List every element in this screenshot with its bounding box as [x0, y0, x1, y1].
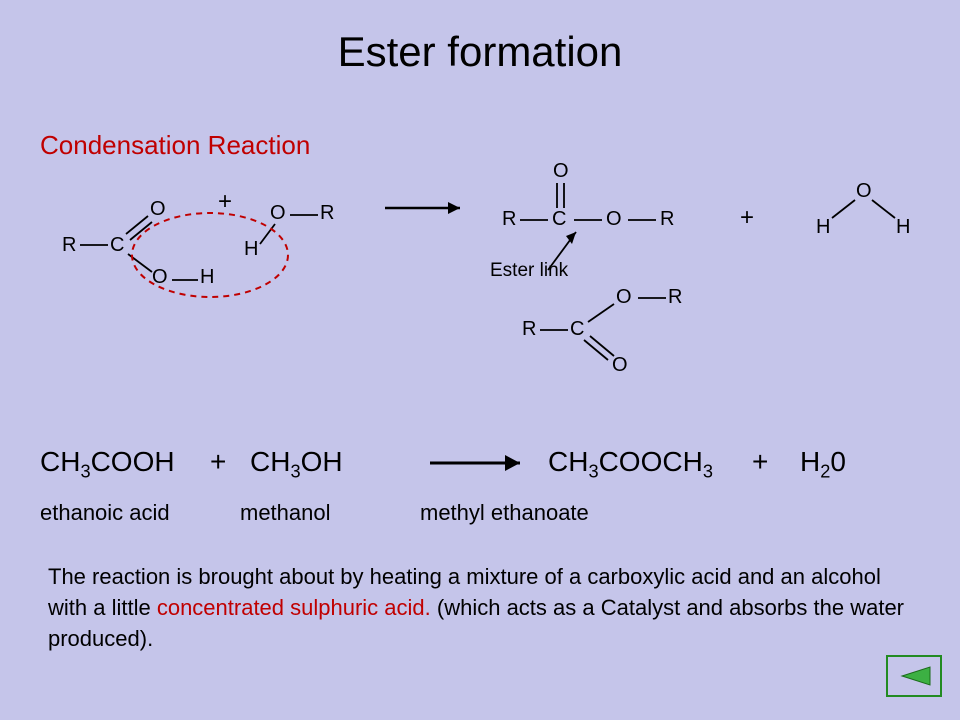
- prev-slide-button[interactable]: [886, 655, 942, 702]
- plus-2: +: [740, 204, 754, 232]
- atom-acid-H: H: [200, 266, 214, 289]
- atom-acid-Obot: O: [152, 266, 168, 289]
- atom-alc-O: O: [270, 202, 286, 225]
- atom-frag-R2: R: [668, 286, 682, 309]
- atom-est-R1: R: [502, 208, 516, 231]
- eq-plus2: +: [752, 446, 768, 478]
- atom-est-Otop: O: [553, 160, 569, 183]
- atom-alc-R: R: [320, 202, 334, 225]
- atom-est-Omid: O: [606, 208, 622, 231]
- eq-reactant2: CH3OH: [250, 446, 343, 483]
- atom-acid-C: C: [110, 234, 124, 257]
- eq-product2: H20: [800, 446, 846, 483]
- eq-reactant1: CH3COOH: [40, 446, 175, 483]
- atom-est-C: C: [552, 208, 566, 231]
- name-alcohol: methanol: [240, 500, 331, 526]
- name-ester: methyl ethanoate: [420, 500, 589, 526]
- name-acid: ethanoic acid: [40, 500, 170, 526]
- atom-acid-Otop: O: [150, 198, 166, 221]
- ester-link-label: Ester link: [490, 260, 568, 282]
- para-part2: concentrated sulphuric acid.: [157, 595, 437, 620]
- atom-w-H1: H: [816, 216, 830, 239]
- description-paragraph: The reaction is brought about by heating…: [48, 562, 918, 654]
- atom-w-H2: H: [896, 216, 910, 239]
- atom-est-R2: R: [660, 208, 674, 231]
- atom-frag-Odown: O: [612, 354, 628, 377]
- plus-1: +: [218, 188, 232, 216]
- eq-plus1: +: [210, 446, 226, 478]
- atom-frag-C: C: [570, 318, 584, 341]
- atom-w-O: O: [856, 180, 872, 203]
- atom-acid-R: R: [62, 234, 76, 257]
- eq-product1: CH3COOCH3: [548, 446, 713, 483]
- atom-frag-R1: R: [522, 318, 536, 341]
- atom-frag-Oup: O: [616, 286, 632, 309]
- atom-alc-H: H: [244, 238, 258, 261]
